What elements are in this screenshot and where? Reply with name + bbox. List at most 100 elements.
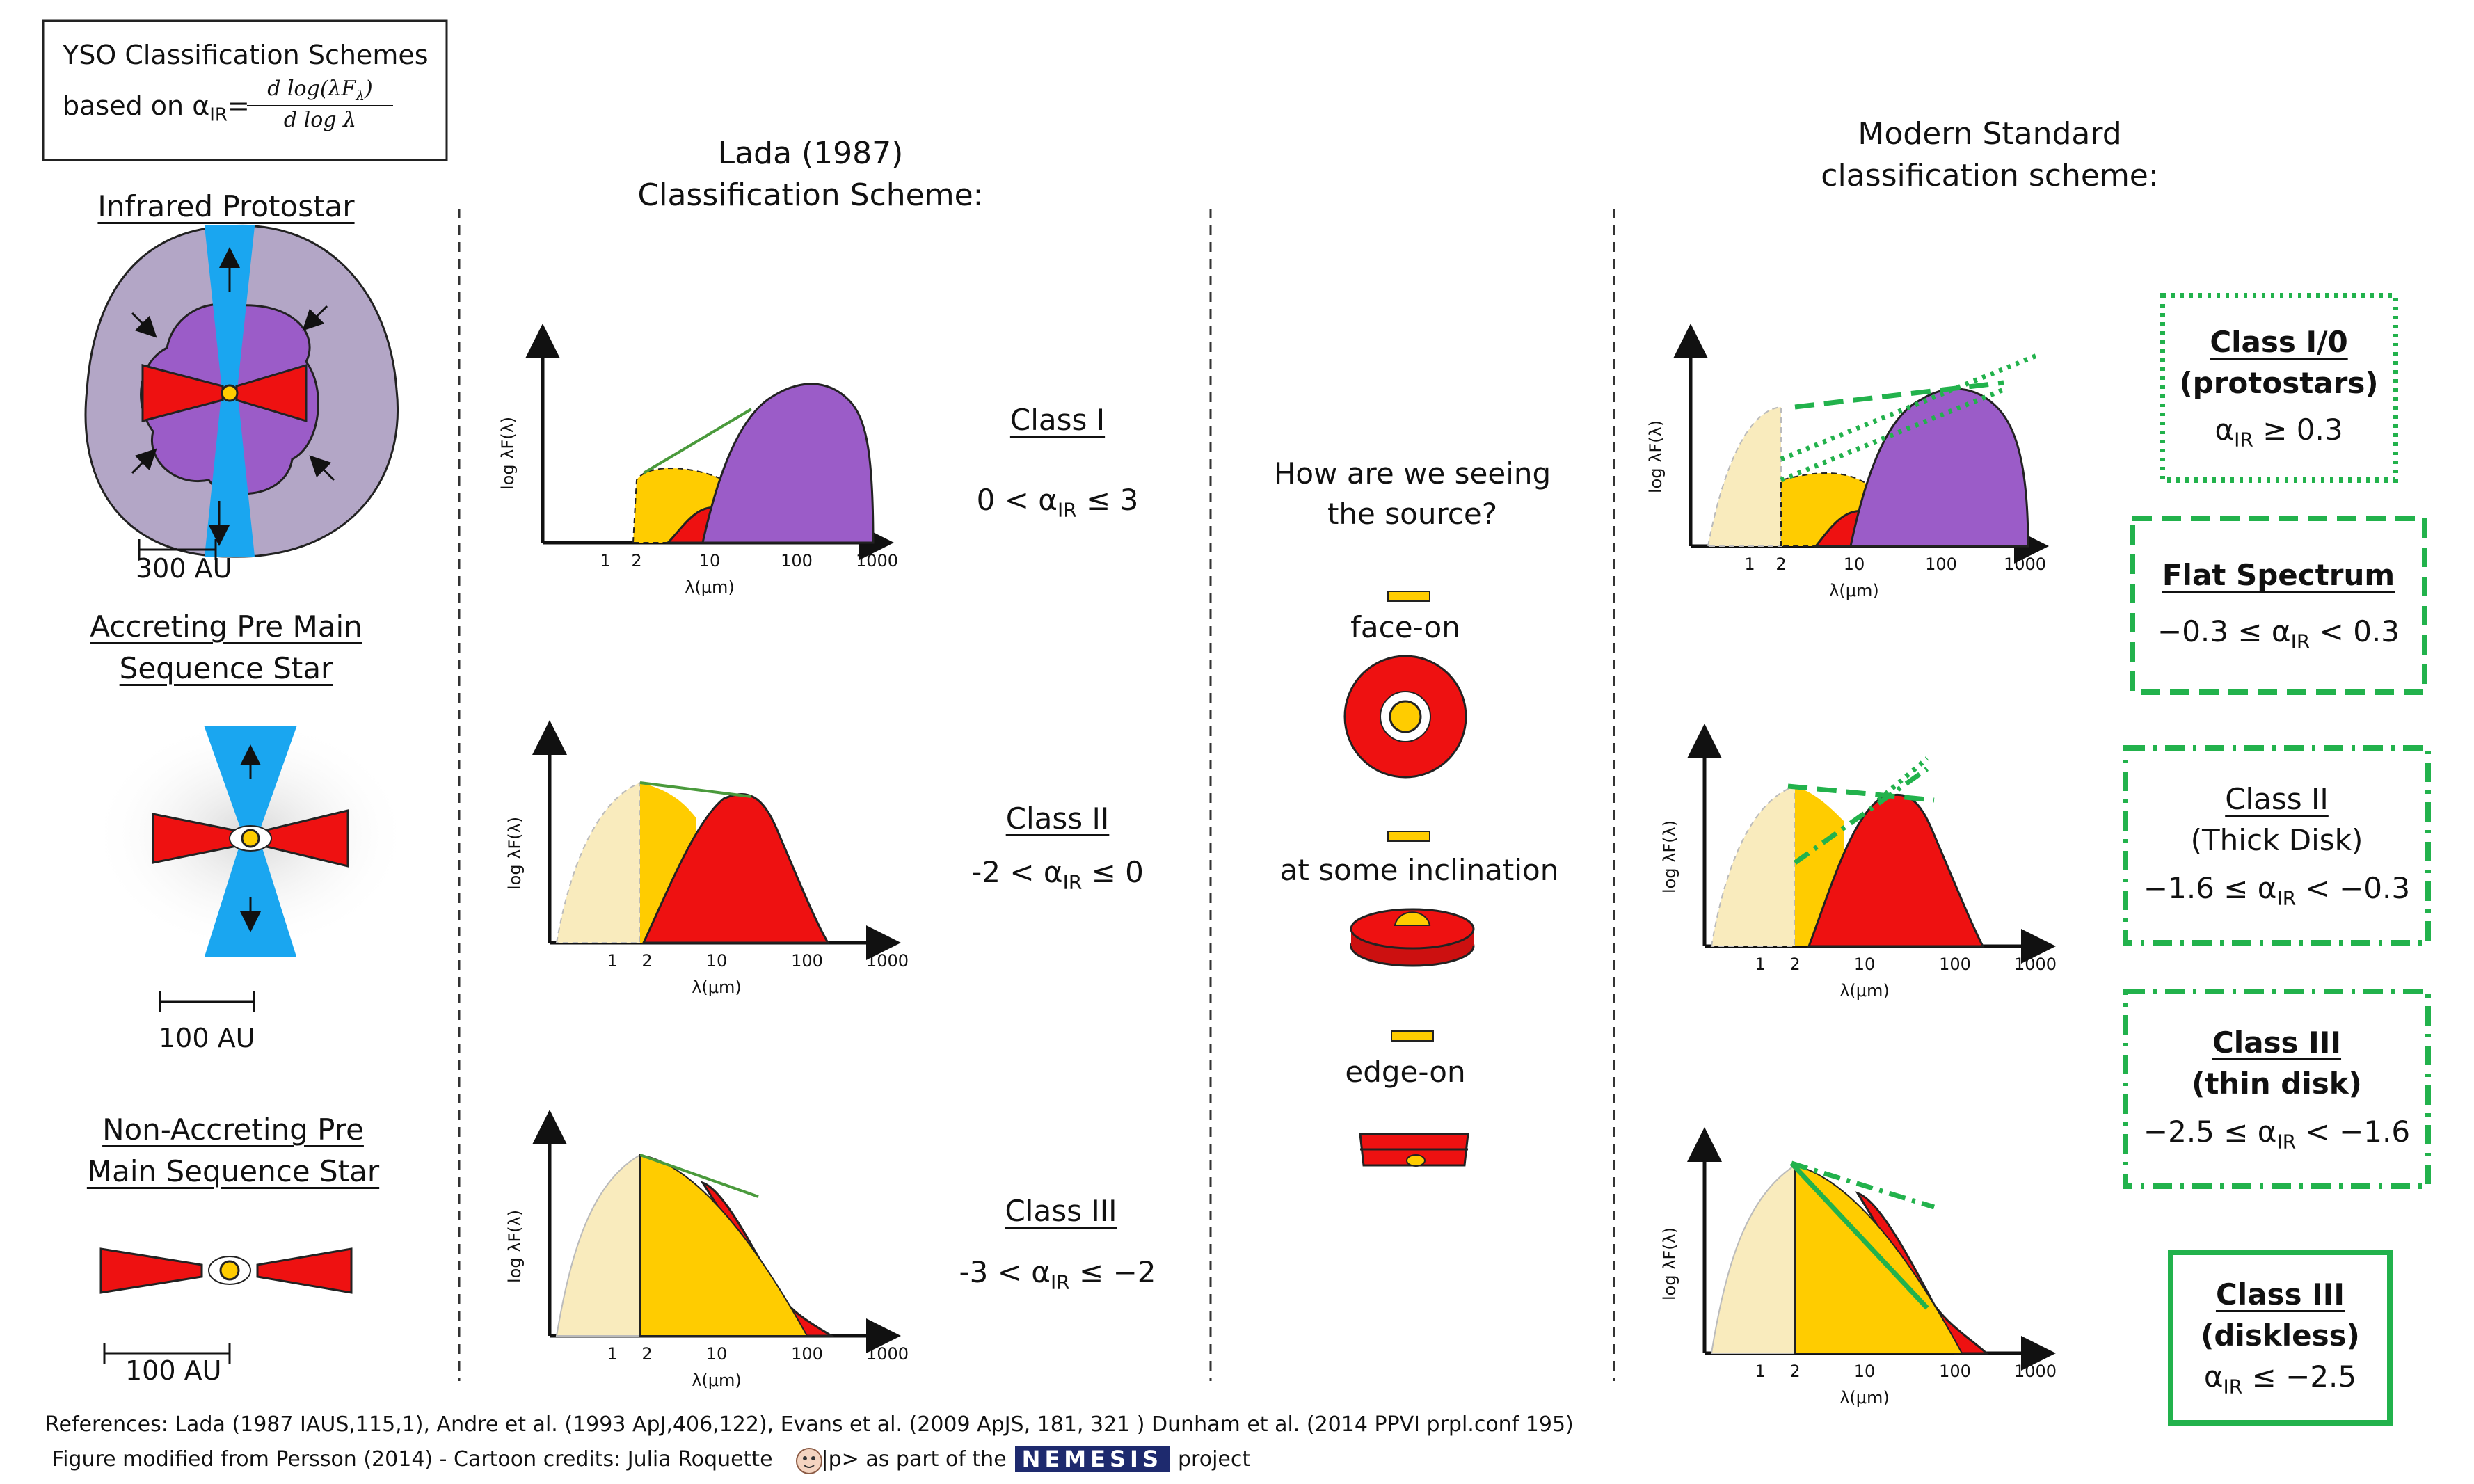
box-class-2: [2123, 745, 2431, 946]
modern-class-3-thin-cond: −2.5 ≤ αIR < −1.6: [2143, 1114, 2411, 1153]
footer-credits: Figure modified from Persson (2014) - Ca…: [52, 1446, 1250, 1472]
title-line-2: based on αIR=: [63, 90, 250, 126]
scale-100-au-nonaccreting: 100 AU: [125, 1355, 222, 1386]
modern-1-tick-2: 2: [1775, 554, 1787, 574]
lada-1-ylabel: log λF(λ): [498, 416, 518, 490]
modern-3-xlabel: λ(μm): [1839, 1388, 1890, 1407]
lada-3-tick-10: 10: [705, 1344, 728, 1364]
modern-class-3-diskless-name: Class III: [2215, 1277, 2345, 1312]
lada-sed-class-3: [532, 1110, 901, 1353]
lada-1-xlabel: λ(μm): [685, 577, 735, 597]
modern-class-2-desc: (Thick Disk): [2190, 822, 2363, 857]
lada-2-tick-10: 10: [705, 951, 728, 971]
modern-class-0-1-name: Class I/0: [2210, 325, 2348, 360]
view-question-2: the source?: [1327, 497, 1498, 531]
modern-class-0-1-desc: (protostars): [2179, 366, 2379, 401]
modern-3-tick-1: 1: [1755, 1362, 1766, 1381]
modern-class-3-thin-name: Class III: [2212, 1025, 2342, 1060]
scale-300-au: 300 AU: [136, 553, 232, 584]
lada-class-1-cond: 0 < αIR ≤ 3: [976, 483, 1139, 522]
lada-1-tick-1000: 1000: [856, 551, 899, 571]
modern-sed-class-2: [1687, 724, 2056, 964]
lada-2-tick-2: 2: [641, 951, 653, 971]
modern-2-tick-1: 1: [1755, 955, 1766, 974]
lada-class-2-cond: -2 < αIR ≤ 0: [971, 855, 1144, 894]
modern-1-ylabel: log λF(λ): [1646, 420, 1666, 493]
modern-3-tick-10: 10: [1853, 1362, 1876, 1381]
footer-credits-end: project: [1178, 1446, 1251, 1471]
footer-credits-mid: |p> as part of the: [821, 1446, 1007, 1471]
modern-2-tick-10: 10: [1853, 955, 1876, 974]
modern-flat-spectrum-cond: −0.3 ≤ αIR < 0.3: [2157, 614, 2400, 653]
view-question-1: How are we seeing: [1273, 456, 1551, 490]
viewing-geometry: [1343, 591, 1475, 1167]
modern-flat-spectrum-name: Flat Spectrum: [2162, 558, 2395, 593]
lada-sed-class-1: [525, 324, 894, 560]
modern-class-2-name: Class II: [2225, 781, 2329, 816]
modern-class-2-cond: −1.6 ≤ αIR < −0.3: [2143, 870, 2411, 909]
fraction-denominator: d log λ: [283, 108, 357, 132]
lada-1-tick-10: 10: [699, 551, 721, 571]
modern-3-tick-2: 2: [1789, 1362, 1801, 1381]
title-box: [42, 19, 448, 161]
lada-2-xlabel: λ(μm): [692, 978, 742, 997]
label-nonaccreting-1: Non-Accreting Pre: [102, 1112, 364, 1147]
modern-2-tick-1000: 1000: [2014, 955, 2057, 974]
box-class-3-thin: [2123, 989, 2431, 1189]
lada-class-1-name: Class I: [1009, 403, 1106, 437]
lada-class-3-name: Class III: [1005, 1194, 1117, 1228]
accreting-cartoon: [90, 717, 410, 1012]
modern-1-xlabel: λ(μm): [1829, 581, 1879, 600]
modern-3-ylabel: log λF(λ): [1660, 1227, 1679, 1300]
modern-class-3-diskless-desc: (diskless): [2201, 1318, 2360, 1353]
lada-3-tick-1: 1: [607, 1344, 618, 1364]
modern-2-xlabel: λ(μm): [1839, 981, 1890, 1000]
modern-class-0-1-cond: αIR ≥ 0.3: [2214, 413, 2343, 452]
lada-1-tick-2: 2: [631, 551, 642, 571]
lada-title-1: Lada (1987): [717, 136, 904, 171]
label-nonaccreting-2: Main Sequence Star: [86, 1154, 380, 1188]
face-icon: [796, 1448, 822, 1474]
modern-title-1: Modern Standard: [1858, 116, 2122, 152]
modern-class-2: Class II (Thick Disk) −1.6 ≤ αIR < −0.3: [2125, 748, 2428, 943]
lada-3-tick-100: 100: [791, 1344, 823, 1364]
lada-3-tick-2: 2: [641, 1344, 653, 1364]
lada-3-xlabel: λ(μm): [692, 1371, 742, 1390]
box-class-0-1: [2160, 293, 2398, 483]
footer-references: References: Lada (1987 IAUS,115,1), Andr…: [45, 1412, 1574, 1437]
modern-1-tick-100: 100: [1925, 554, 1957, 574]
modern-flat-spectrum: Flat Spectrum −0.3 ≤ αIR < 0.3: [2132, 518, 2425, 692]
column-separators: [458, 209, 1615, 1381]
lada-class-2-name: Class II: [1005, 801, 1110, 836]
title-fraction: d log(λFλ) d log λ: [247, 75, 393, 135]
modern-1-tick-1000: 1000: [2004, 554, 2047, 574]
lada-2-tick-1000: 1000: [866, 951, 909, 971]
lada-2-ylabel: log λF(λ): [505, 816, 525, 890]
box-class-3-diskless: [2168, 1250, 2393, 1426]
nonaccreting-cartoon: [99, 1247, 353, 1364]
modern-class-3-thin: Class III (thin disk) −2.5 ≤ αIR < −1.6: [2125, 991, 2428, 1186]
lada-class-3-cond: -3 < αIR ≤ −2: [959, 1255, 1156, 1294]
label-accreting-2: Sequence Star: [119, 651, 333, 685]
modern-2-tick-2: 2: [1789, 955, 1801, 974]
lada-title-2: Classification Scheme:: [637, 177, 984, 213]
lada-2-tick-1: 1: [607, 951, 618, 971]
nemesis-logo: NEMESIS: [1014, 1446, 1170, 1472]
lada-sed-class-2: [532, 720, 901, 960]
protostar-cartoon: [84, 224, 399, 560]
fraction-numerator: d log(λFλ): [247, 75, 393, 106]
modern-1-tick-10: 10: [1843, 554, 1865, 574]
modern-sed-class-3: [1687, 1127, 2056, 1371]
modern-1-tick-1: 1: [1744, 554, 1755, 574]
modern-3-tick-1000: 1000: [2014, 1362, 2057, 1381]
modern-class-3-thin-desc: (thin disk): [2192, 1066, 2362, 1101]
lada-1-tick-100: 100: [781, 551, 813, 571]
lada-2-tick-100: 100: [791, 951, 823, 971]
view-edge-on: edge-on: [1345, 1055, 1466, 1089]
box-flat-spectrum: [2130, 516, 2427, 695]
footer-credits-text: Figure modified from Persson (2014) - Ca…: [52, 1446, 773, 1471]
modern-2-ylabel: log λF(λ): [1660, 820, 1679, 893]
modern-2-tick-100: 100: [1939, 955, 1971, 974]
modern-title-2: classification scheme:: [1821, 158, 2159, 193]
